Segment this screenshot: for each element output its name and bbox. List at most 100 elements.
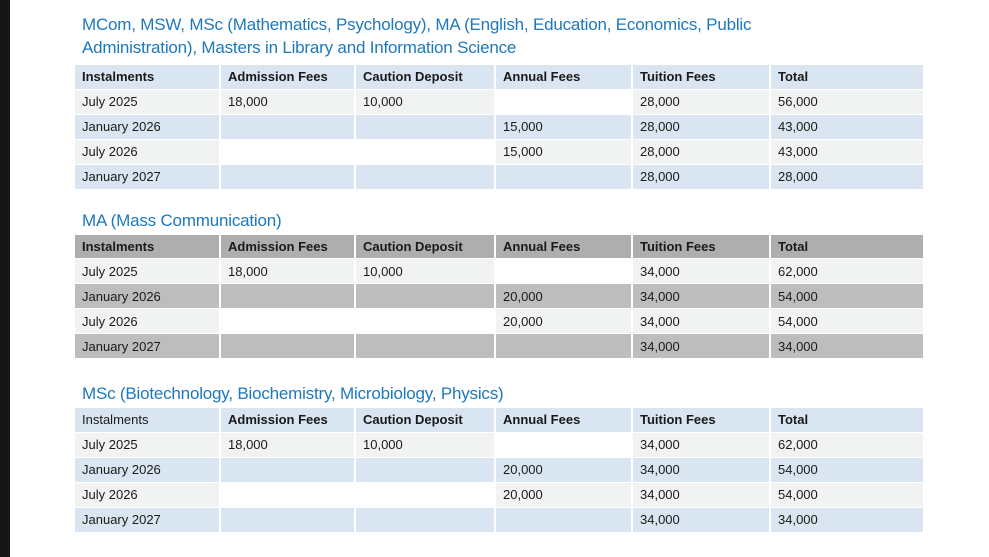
header-row: Instalments Admission Fees Caution Deposit… [75,65,923,90]
table-row: January 2027 28,000 28,000 [75,164,923,190]
column-header: Admission Fees [220,408,356,433]
table-cell-empty [220,333,356,359]
column-header: Annual Fees [495,408,633,433]
column-header: Caution Deposit [355,65,496,90]
table-cell: 62,000 [770,258,923,284]
table-cell: 10,000 [355,432,496,458]
table-cell: July 2025 [75,89,221,115]
table-cell: 54,000 [770,283,923,309]
fee-section-msc-sciences: MSc (Biotechnology, Biochemistry, Microb… [75,382,923,533]
table-cell: 18,000 [220,89,356,115]
table-cell: 15,000 [495,139,633,165]
table-cell: 10,000 [355,89,496,115]
table-cell: 28,000 [632,164,771,190]
table-cell: 34,000 [770,507,923,533]
table-cell-empty [495,432,633,458]
table-row: July 2026 20,000 34,000 54,000 [75,482,923,508]
table-cell: 18,000 [220,258,356,284]
table-cell: 34,000 [632,333,771,359]
table-cell: July 2026 [75,308,221,334]
table-cell-empty [355,507,496,533]
column-header: Tuition Fees [632,65,771,90]
section-heading: MSc (Biotechnology, Biochemistry, Microb… [82,384,504,403]
table-cell-empty [355,164,496,190]
section-heading: MA (Mass Communication) [82,210,282,230]
table-cell-empty [220,114,356,140]
column-header: Caution Deposit [355,408,496,433]
header-row: Instalments Admission Fees Caution Deposit… [75,408,923,433]
table-cell: 43,000 [770,114,923,140]
table-cell: 28,000 [632,114,771,140]
document-page: MCom, MSW, MSc (Mathematics, Psychology)… [75,0,923,533]
table-cell: 34,000 [632,283,771,309]
table-cell: 34,000 [632,432,771,458]
table-cell: January 2026 [75,114,221,140]
table-cell: 54,000 [770,457,923,483]
page-edge-bar [0,0,10,557]
table-cell: 34,000 [632,507,771,533]
column-header: Total [770,234,923,259]
table-cell-empty [220,457,356,483]
column-header: Instalments [75,234,221,259]
column-header: Annual Fees [495,234,633,259]
table-cell: 34,000 [770,333,923,359]
table-cell: 18,000 [220,432,356,458]
table-row: January 2026 15,000 28,000 43,000 [75,114,923,140]
table-row: July 2025 18,000 10,000 28,000 56,000 [75,89,923,115]
fees-table: Instalments Admission Fees Caution Deposit… [75,234,923,359]
table-cell: 34,000 [632,482,771,508]
table-cell: July 2025 [75,258,221,284]
table-cell: 56,000 [770,89,923,115]
fees-table: Instalments Admission Fees Caution Deposit… [75,408,923,533]
table-cell-empty [495,89,633,115]
fees-table: Instalments Admission Fees Caution Deposit… [75,65,923,190]
table-cell-empty [220,139,356,165]
table-cell: July 2026 [75,139,221,165]
table-row: January 2027 34,000 34,000 [75,507,923,533]
table-cell: 20,000 [495,283,633,309]
column-header: Total [770,65,923,90]
table-row: January 2027 34,000 34,000 [75,333,923,359]
table-cell: 54,000 [770,308,923,334]
column-header: Instalments [75,65,221,90]
table-cell-empty [355,308,496,334]
table-row: July 2026 15,000 28,000 43,000 [75,139,923,165]
table-cell: 43,000 [770,139,923,165]
table-cell: 62,000 [770,432,923,458]
table-cell: 20,000 [495,482,633,508]
table-cell-empty [495,258,633,284]
column-header: Caution Deposit [355,234,496,259]
column-header: Admission Fees [220,234,356,259]
table-cell: January 2026 [75,283,221,309]
table-cell-empty [220,507,356,533]
column-header: Annual Fees [495,65,633,90]
column-header: Total [770,408,923,433]
header-row: Instalments Admission Fees Caution Deposit… [75,234,923,259]
table-cell-empty [495,333,633,359]
table-row: July 2025 18,000 10,000 34,000 62,000 [75,432,923,458]
table-cell: 28,000 [632,139,771,165]
table-cell: 34,000 [632,457,771,483]
column-header: Admission Fees [220,65,356,90]
table-cell: January 2026 [75,457,221,483]
table-cell-empty [355,114,496,140]
column-header: Instalments [75,408,221,433]
table-row: July 2026 20,000 34,000 54,000 [75,308,923,334]
table-cell-empty [495,164,633,190]
table-cell: 20,000 [495,457,633,483]
table-cell: 34,000 [632,258,771,284]
table-cell-empty [220,164,356,190]
table-row: July 2025 18,000 10,000 34,000 62,000 [75,258,923,284]
table-cell: 10,000 [355,258,496,284]
table-cell-empty [355,333,496,359]
table-row: January 2026 20,000 34,000 54,000 [75,283,923,309]
table-cell-empty [220,482,356,508]
table-cell-empty [355,482,496,508]
section-heading: MCom, MSW, MSc (Mathematics, Psychology)… [82,15,752,57]
table-cell: July 2026 [75,482,221,508]
table-cell-empty [220,308,356,334]
table-cell-empty [495,507,633,533]
table-cell: 28,000 [632,89,771,115]
table-cell-empty [355,457,496,483]
table-cell-empty [220,283,356,309]
